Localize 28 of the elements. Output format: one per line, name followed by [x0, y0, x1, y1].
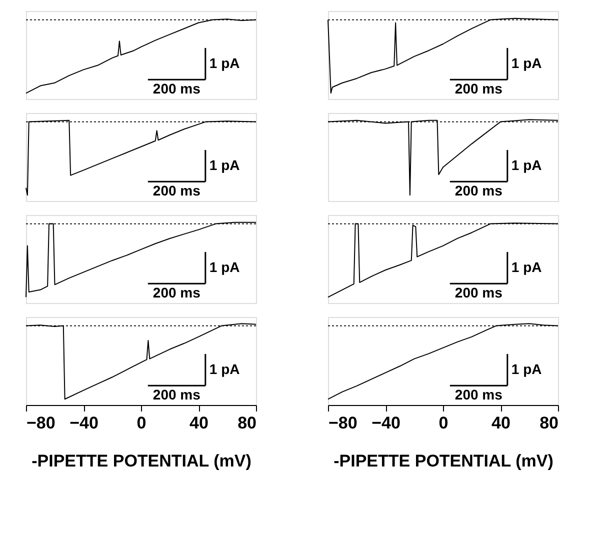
annotation: 1 pA [209, 54, 240, 71]
annotation: 200 ms [152, 386, 201, 403]
annotation: 200 ms [454, 386, 503, 403]
x-axis-title: -PIPETTE POTENTIAL (mV) [334, 452, 554, 470]
x-axis-title: -PIPETTE POTENTIAL (mV) [32, 452, 252, 470]
x-tick-label: −40 [70, 414, 98, 432]
annotation: 1 pA [511, 360, 542, 377]
x-tick-label: 40 [492, 414, 510, 432]
annotation: 1 pA [511, 258, 542, 275]
annotation: 200 ms [152, 80, 201, 97]
x-tick-label: 0 [136, 414, 146, 432]
annotation: 1 pA [511, 156, 542, 173]
annotation: 1 pA [511, 54, 542, 71]
x-tick-label: −80 [26, 414, 56, 432]
annotation: 200 ms [454, 182, 503, 199]
x-tick-label: 80 [540, 414, 558, 432]
annotation: 200 ms [152, 182, 201, 199]
annotation: 1 pA [209, 360, 240, 377]
annotation: 1 pA [209, 156, 240, 173]
x-tick-label: 40 [190, 414, 208, 432]
x-tick-label: −40 [372, 414, 400, 432]
annotation: 1 pA [209, 258, 240, 275]
annotation: 200 ms [454, 80, 503, 97]
annotation: 200 ms [152, 284, 201, 301]
annotation: 200 ms [454, 284, 503, 301]
x-tick-label: 0 [438, 414, 448, 432]
x-tick-label: 80 [238, 414, 256, 432]
x-tick-label: −80 [328, 414, 358, 432]
